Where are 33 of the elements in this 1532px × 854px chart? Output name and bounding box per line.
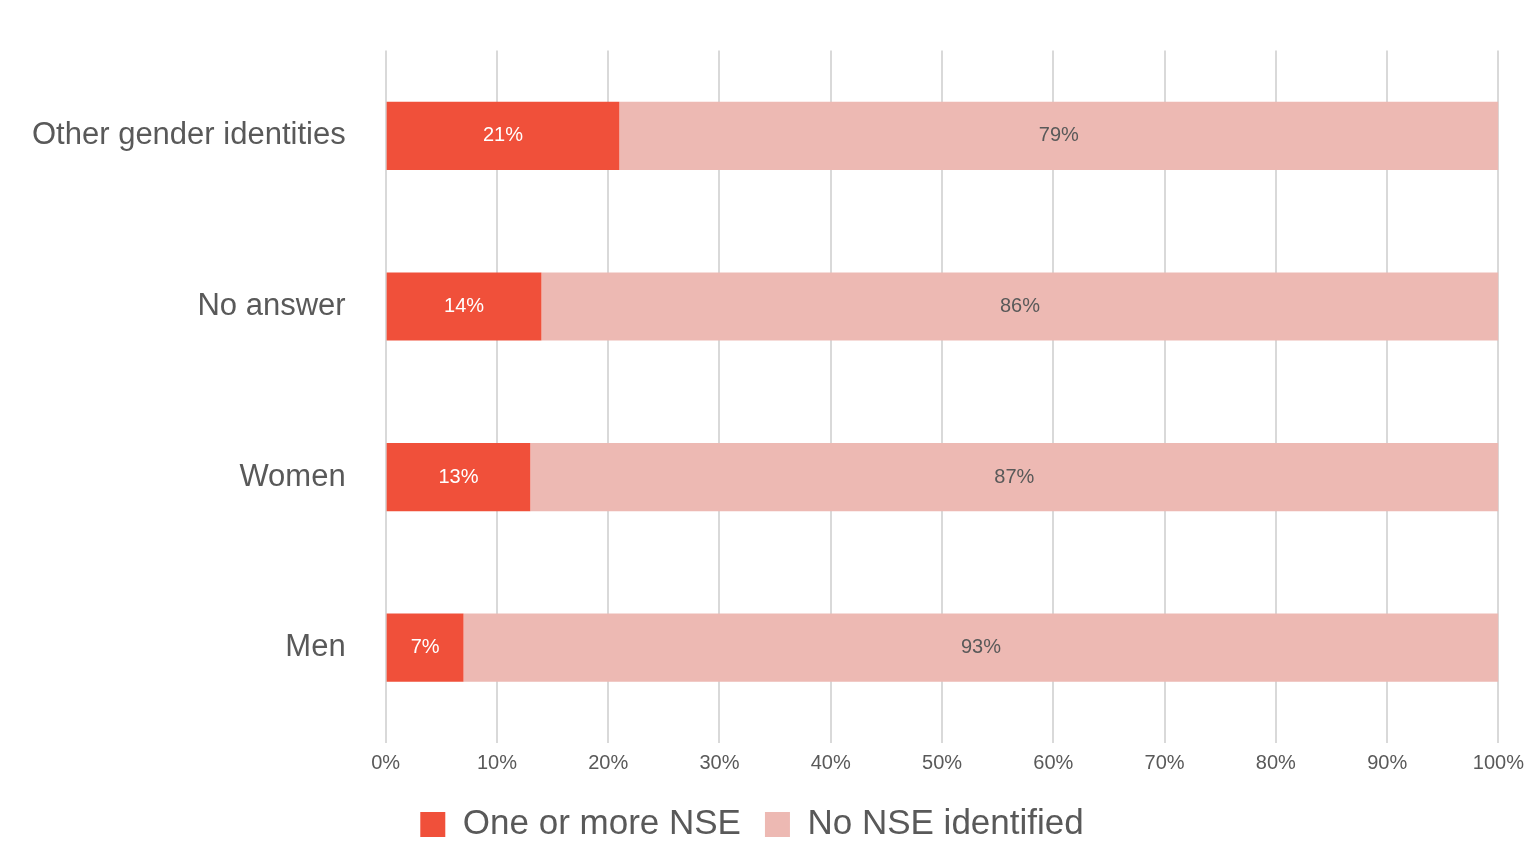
data-label: 86% [999,294,1041,317]
bar [386,272,542,341]
bar [541,272,1499,341]
data-label: 87% [994,464,1035,487]
data-label: 14% [444,294,485,317]
bar [463,613,1499,682]
legend-label: No NSE identified [807,802,1084,842]
data-label: 13% [438,464,479,487]
bar [530,442,1499,512]
y-tick-label: Women [239,457,346,493]
x-tick-label: 100% [1472,750,1525,773]
x-tick-label: 90% [1367,750,1408,773]
x-tick-label: 0% [371,750,401,773]
x-tick-label: 40% [810,750,851,773]
x-tick-label: 60% [1033,750,1074,773]
bar [386,442,531,512]
bar [386,101,620,171]
x-tick-label: 80% [1255,750,1297,773]
y-tick-label: No answer [197,287,346,323]
bar [386,613,464,682]
x-tick-label: 50% [922,750,963,773]
data-label: 21% [482,123,524,146]
data-label: 93% [960,635,1002,658]
legend-label: One or more NSE [462,802,741,842]
x-tick-label: 20% [588,750,629,773]
x-tick-label: 30% [699,750,740,773]
data-label: 79% [1038,123,1080,146]
x-tick-label: 10% [476,750,518,773]
bar [619,101,1499,171]
y-tick-label: Men [285,628,346,664]
data-label: 7% [410,635,440,658]
y-tick-label: Other gender identities [31,116,346,152]
x-tick-label: 70% [1144,750,1185,773]
